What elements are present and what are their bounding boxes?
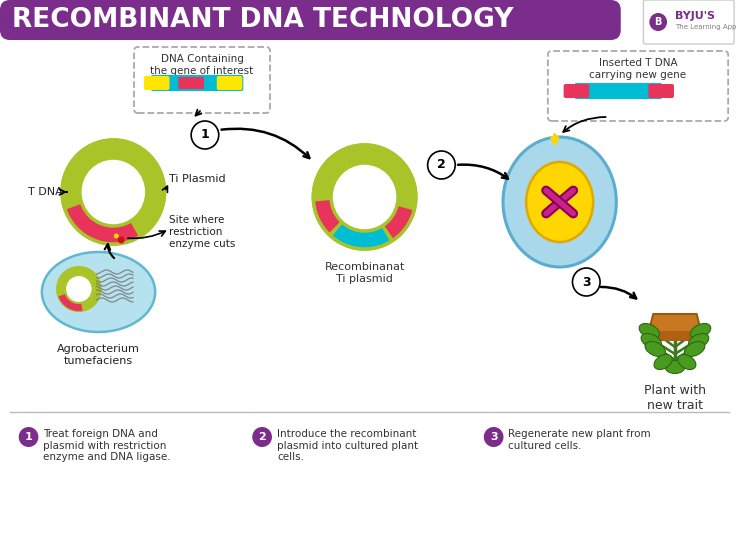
Ellipse shape bbox=[688, 333, 709, 349]
Text: 2: 2 bbox=[258, 432, 266, 442]
Circle shape bbox=[252, 427, 272, 447]
Ellipse shape bbox=[92, 202, 135, 230]
Circle shape bbox=[118, 236, 124, 243]
Wedge shape bbox=[384, 206, 414, 240]
Circle shape bbox=[427, 151, 455, 179]
Circle shape bbox=[572, 268, 600, 296]
Wedge shape bbox=[314, 200, 341, 234]
Ellipse shape bbox=[691, 323, 711, 338]
Wedge shape bbox=[332, 223, 390, 249]
Text: Plant with
new trait: Plant with new trait bbox=[644, 384, 706, 412]
Polygon shape bbox=[57, 267, 100, 311]
Text: RECOMBINANT DNA TECHNOLOGY: RECOMBINANT DNA TECHNOLOGY bbox=[12, 7, 513, 33]
Ellipse shape bbox=[678, 354, 696, 369]
Ellipse shape bbox=[645, 342, 665, 357]
Circle shape bbox=[19, 427, 38, 447]
Circle shape bbox=[331, 163, 398, 231]
Circle shape bbox=[65, 275, 92, 303]
Text: Inserted T DNA
carrying new gene: Inserted T DNA carrying new gene bbox=[590, 58, 686, 79]
Wedge shape bbox=[58, 294, 82, 311]
Circle shape bbox=[484, 427, 503, 447]
Text: 1: 1 bbox=[200, 128, 209, 142]
Text: Ti Plasmid: Ti Plasmid bbox=[170, 174, 226, 184]
Ellipse shape bbox=[42, 252, 155, 332]
Ellipse shape bbox=[654, 354, 672, 369]
Circle shape bbox=[80, 158, 147, 226]
FancyBboxPatch shape bbox=[648, 84, 674, 98]
Ellipse shape bbox=[641, 333, 662, 349]
Polygon shape bbox=[62, 140, 164, 244]
Ellipse shape bbox=[665, 360, 685, 374]
Text: DNA Containing
the gene of interest: DNA Containing the gene of interest bbox=[150, 54, 254, 76]
Polygon shape bbox=[80, 158, 147, 226]
Circle shape bbox=[191, 121, 219, 149]
Text: Treat foreign DNA and
plasmid with restriction
enzyme and DNA ligase.: Treat foreign DNA and plasmid with restr… bbox=[44, 429, 171, 462]
FancyBboxPatch shape bbox=[144, 76, 170, 90]
Ellipse shape bbox=[685, 342, 705, 357]
FancyBboxPatch shape bbox=[644, 0, 734, 44]
Polygon shape bbox=[647, 314, 703, 337]
Ellipse shape bbox=[503, 137, 616, 267]
Text: Agrobacterium
tumefaciens: Agrobacterium tumefaciens bbox=[57, 344, 140, 366]
Text: 1: 1 bbox=[25, 432, 32, 442]
FancyBboxPatch shape bbox=[0, 0, 621, 40]
Ellipse shape bbox=[344, 204, 386, 234]
Text: B: B bbox=[655, 17, 662, 27]
FancyBboxPatch shape bbox=[563, 84, 590, 98]
Circle shape bbox=[114, 234, 118, 238]
Wedge shape bbox=[65, 204, 139, 244]
Polygon shape bbox=[65, 275, 92, 303]
Text: Regenerate new plant from
cultured cells.: Regenerate new plant from cultured cells… bbox=[509, 429, 651, 451]
Text: BYJU'S: BYJU'S bbox=[675, 11, 715, 21]
Ellipse shape bbox=[639, 323, 659, 338]
Text: 2: 2 bbox=[437, 158, 446, 171]
Text: Introduce the recombinant
plasmid into cultured plant
cells.: Introduce the recombinant plasmid into c… bbox=[277, 429, 418, 462]
FancyBboxPatch shape bbox=[574, 83, 662, 99]
FancyBboxPatch shape bbox=[644, 331, 706, 341]
FancyBboxPatch shape bbox=[151, 75, 244, 91]
FancyBboxPatch shape bbox=[217, 76, 242, 90]
Ellipse shape bbox=[526, 162, 593, 242]
Polygon shape bbox=[314, 145, 416, 249]
Text: Recombinanat
Ti plasmid: Recombinanat Ti plasmid bbox=[325, 262, 405, 284]
Text: T DNA: T DNA bbox=[28, 187, 62, 197]
FancyBboxPatch shape bbox=[134, 47, 270, 113]
Circle shape bbox=[650, 13, 667, 31]
Text: 3: 3 bbox=[490, 432, 497, 442]
Text: Site where
restriction
enzyme cuts: Site where restriction enzyme cuts bbox=[170, 215, 236, 249]
Text: The Learning App: The Learning App bbox=[675, 24, 736, 30]
Text: 3: 3 bbox=[582, 275, 590, 288]
FancyBboxPatch shape bbox=[548, 51, 728, 121]
Polygon shape bbox=[331, 163, 398, 231]
FancyBboxPatch shape bbox=[178, 77, 204, 89]
